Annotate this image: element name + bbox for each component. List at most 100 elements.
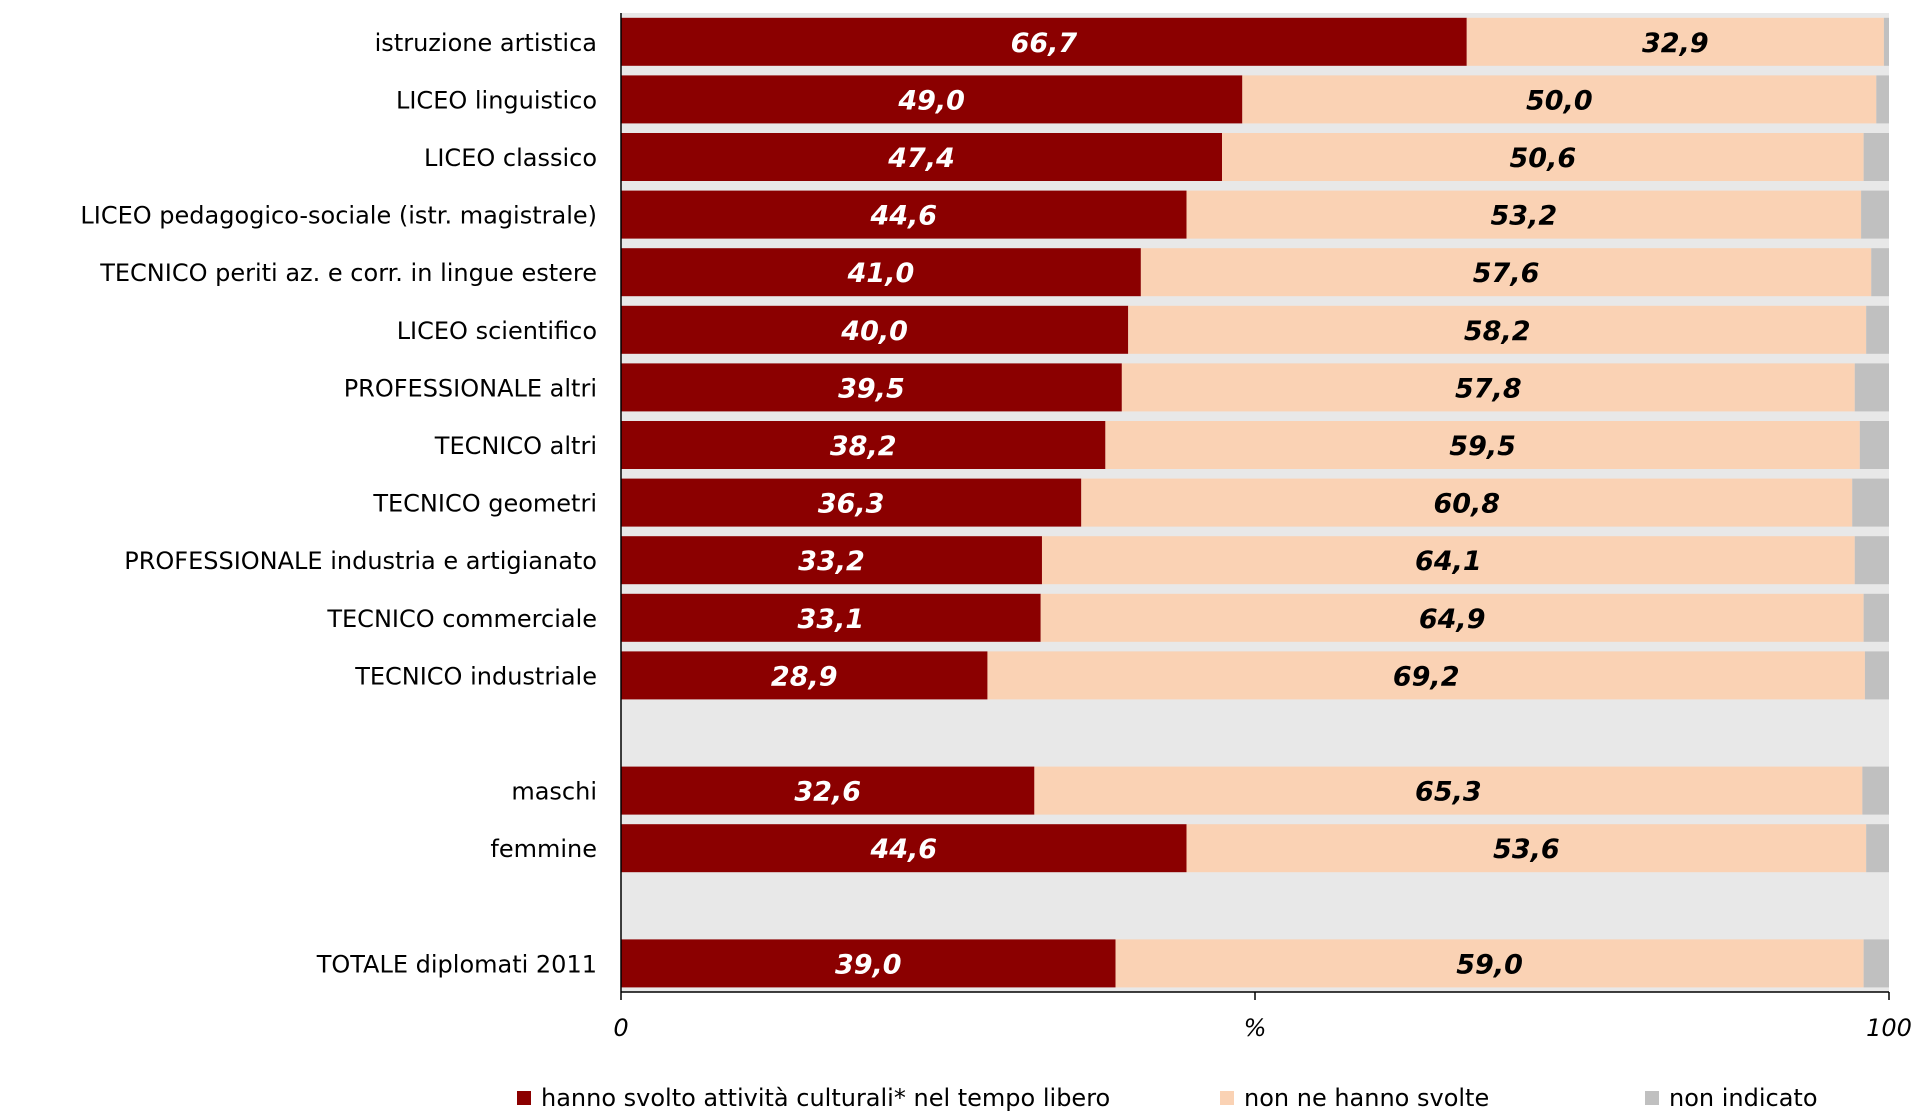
bar-segment	[621, 17, 1467, 66]
bar-segment	[1115, 939, 1864, 988]
value-label: 65,3	[1415, 777, 1482, 808]
x-tick-label: 100	[1866, 1014, 1912, 1042]
category-label: TECNICO commerciale	[326, 605, 597, 633]
value-label: 50,0	[1526, 85, 1593, 116]
bar-segment	[1871, 248, 1889, 297]
bar-segment	[1864, 651, 1889, 700]
category-label: TECNICO geometri	[372, 490, 597, 518]
value-label: 59,5	[1449, 431, 1516, 462]
value-label: 39,5	[838, 373, 905, 404]
category-label: TECNICO altri	[434, 432, 597, 460]
bar-segment	[1863, 939, 1889, 988]
bar-segment	[621, 133, 1223, 181]
bar-segment	[1876, 75, 1889, 124]
value-label: 39,0	[835, 949, 902, 980]
x-ticks-group: 0 100	[613, 992, 1912, 1042]
category-label: PROFESSIONALE altri	[344, 374, 597, 402]
legend-swatch	[1645, 1091, 1659, 1105]
x-axis-label: %	[1244, 1014, 1267, 1042]
bar-segment	[621, 824, 1187, 873]
bar-segment	[1866, 305, 1889, 354]
value-label: 49,0	[897, 85, 965, 116]
value-label: 44,6	[869, 834, 937, 865]
bar-segment	[1863, 133, 1889, 181]
value-label: 53,6	[1493, 834, 1560, 865]
value-labels-group: 66,7 32,9 49,0 50,0 47,4 50,6 44,6 53,2 41,0 57,6…	[771, 28, 1709, 981]
category-label: TECNICO periti az. e corr. in lingue est…	[99, 259, 597, 287]
bar-segment	[1863, 593, 1889, 642]
bar-segment	[1186, 824, 1867, 873]
bar-segment	[1883, 17, 1889, 66]
value-label: 32,9	[1642, 28, 1709, 59]
value-label: 58,2	[1464, 316, 1531, 347]
category-label: TECNICO industriale	[354, 662, 597, 690]
bar-segment	[1861, 190, 1889, 239]
value-label: 64,9	[1419, 604, 1486, 635]
legend-label: non ne hanno svolte	[1244, 1084, 1489, 1112]
bar-segment	[1854, 536, 1889, 585]
bar-segment	[621, 190, 1187, 239]
bar-segment	[621, 421, 1106, 469]
bar-segment	[621, 478, 1082, 527]
category-label: TOTALE diplomati 2011	[316, 950, 597, 978]
bar-segment	[1242, 75, 1877, 124]
category-label: femmine	[490, 835, 597, 863]
category-label: istruzione artistica	[375, 29, 597, 57]
bar-segment	[621, 75, 1243, 124]
category-labels-group: istruzione artistica LICEO linguistico LIC…	[80, 29, 597, 979]
category-label: PROFESSIONALE industria e artigianato	[124, 547, 597, 575]
value-label: 57,6	[1473, 258, 1540, 289]
legend-swatch	[1220, 1091, 1234, 1105]
bar-segment	[621, 248, 1141, 297]
value-label: 69,2	[1393, 661, 1460, 692]
value-label: 36,3	[818, 489, 885, 520]
legend-label: hanno svolto attività culturali* nel tem…	[541, 1084, 1110, 1112]
category-label: maschi	[511, 778, 597, 806]
value-label: 33,2	[798, 546, 865, 577]
bar-segment	[621, 939, 1116, 988]
value-label: 32,6	[794, 777, 861, 808]
value-label: 53,2	[1491, 201, 1558, 232]
category-label: LICEO scientifico	[397, 317, 597, 345]
category-label: LICEO linguistico	[396, 86, 597, 114]
bar-segment	[1041, 536, 1855, 585]
bar-segment	[1186, 190, 1862, 239]
category-label: LICEO pedagogico-sociale (istr. magistra…	[80, 202, 597, 230]
bar-segment	[1466, 17, 1884, 66]
bar-segment	[621, 536, 1042, 585]
bar-segment	[621, 593, 1041, 642]
bar-segment	[621, 305, 1129, 354]
legend-label: non indicato	[1669, 1084, 1818, 1112]
category-label: LICEO classico	[424, 144, 597, 172]
value-label: 60,8	[1433, 489, 1500, 520]
value-label: 66,7	[1011, 28, 1078, 59]
value-label: 44,6	[869, 201, 937, 232]
bar-segment	[1121, 363, 1855, 412]
x-tick-label: 0	[613, 1014, 628, 1042]
bar-segment	[621, 766, 1035, 815]
legend: hanno svolto attività culturali* nel tem…	[517, 1084, 1818, 1112]
value-label: 57,8	[1455, 373, 1522, 404]
bar-segment	[1034, 766, 1863, 815]
value-label: 64,1	[1415, 546, 1482, 577]
bar-segment	[1040, 593, 1864, 642]
bar-segment	[1862, 766, 1889, 815]
value-label: 40,0	[840, 316, 908, 347]
bar-segment	[1222, 133, 1864, 181]
value-label: 47,4	[887, 143, 955, 174]
bars-group	[621, 17, 1889, 988]
legend-swatch	[517, 1091, 531, 1105]
value-label: 33,1	[798, 604, 865, 635]
value-label: 59,0	[1456, 949, 1523, 980]
value-label: 28,9	[771, 661, 838, 692]
bar-segment	[1866, 824, 1889, 873]
bar-segment	[1854, 363, 1889, 412]
bar-segment	[1852, 478, 1889, 527]
bar-segment	[1140, 248, 1872, 297]
value-label: 38,2	[830, 431, 897, 462]
bar-segment	[1859, 421, 1889, 469]
value-label: 50,6	[1510, 143, 1577, 174]
bar-segment	[621, 651, 988, 700]
bar-segment	[1128, 305, 1867, 354]
